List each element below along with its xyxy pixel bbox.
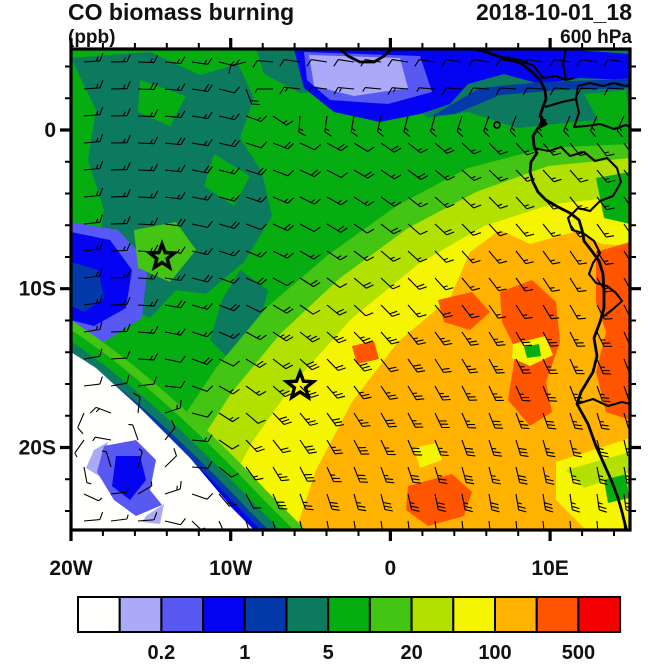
plot-title: CO biomass burning bbox=[68, 0, 294, 25]
y-tick-label: 10S bbox=[19, 278, 56, 301]
colorbar-cell bbox=[494, 596, 538, 633]
units-label: (ppb) bbox=[68, 27, 115, 48]
map-region bbox=[71, 262, 104, 312]
map-region bbox=[142, 504, 164, 524]
map-region bbox=[596, 172, 630, 224]
coastline bbox=[339, 49, 628, 530]
colorbar-cell bbox=[118, 596, 163, 633]
map-region bbox=[150, 144, 630, 488]
map-region bbox=[414, 443, 442, 468]
wind-barb-layer bbox=[74, 53, 630, 530]
map-region bbox=[406, 474, 472, 526]
star-marker bbox=[282, 367, 318, 402]
map-region bbox=[584, 90, 630, 124]
colorbar-cell bbox=[77, 596, 121, 633]
map-region bbox=[352, 341, 379, 364]
colorbar-label: 500 bbox=[562, 642, 595, 664]
minor-ticks bbox=[65, 43, 636, 536]
x-tick-label: 10W bbox=[209, 557, 252, 580]
colorbar: 0.2 1 5 20 100 500 bbox=[77, 596, 622, 664]
map-region bbox=[432, 78, 630, 116]
map-region bbox=[138, 80, 186, 126]
colorbar-cell bbox=[160, 596, 205, 633]
map-region bbox=[210, 270, 268, 362]
map-region bbox=[112, 456, 146, 500]
colorbar-label: 1 bbox=[239, 642, 250, 664]
colorbar-cell bbox=[285, 596, 330, 633]
axis-labels: 20W 10W 0 10E 0 10S 20S bbox=[19, 119, 569, 580]
major-ticks bbox=[60, 38, 641, 541]
wind-barbs bbox=[74, 53, 630, 530]
y-tick-label: 20S bbox=[19, 437, 56, 460]
x-tick-label: 10E bbox=[531, 557, 568, 580]
datetime-label: 2018-10-01_18 bbox=[476, 0, 632, 25]
x-tick-label: 20W bbox=[49, 557, 92, 580]
colorbar-label: 20 bbox=[400, 642, 422, 664]
map-region bbox=[438, 292, 490, 330]
axis-ticks bbox=[60, 38, 641, 541]
colorbar-cell bbox=[577, 596, 622, 633]
gradient-band bbox=[71, 341, 281, 530]
colorbar-cell bbox=[243, 596, 288, 633]
colorbar-cell bbox=[535, 596, 580, 633]
y-tick-label: 0 bbox=[44, 119, 56, 142]
colorbar-cell bbox=[410, 596, 455, 633]
colorbar-label: 0.2 bbox=[147, 642, 175, 664]
pressure-level-label: 600 hPa bbox=[560, 27, 632, 48]
map-region bbox=[86, 442, 108, 476]
station-marker-layer bbox=[144, 239, 318, 402]
colorbar-label: 100 bbox=[478, 642, 511, 664]
map-region bbox=[204, 154, 250, 206]
colorbar-cell bbox=[327, 596, 371, 633]
star-marker bbox=[144, 239, 180, 272]
colorbar-cell bbox=[202, 596, 246, 633]
colorbar-label: 5 bbox=[323, 642, 334, 664]
colorbar-cell bbox=[368, 596, 413, 633]
lake-mark bbox=[493, 121, 501, 129]
colorbar-cell bbox=[452, 596, 496, 633]
map-region bbox=[309, 55, 408, 96]
gradient-band bbox=[71, 320, 306, 530]
estuary-mark bbox=[540, 119, 546, 125]
map-region bbox=[524, 344, 541, 358]
x-tick-label: 0 bbox=[385, 557, 397, 580]
